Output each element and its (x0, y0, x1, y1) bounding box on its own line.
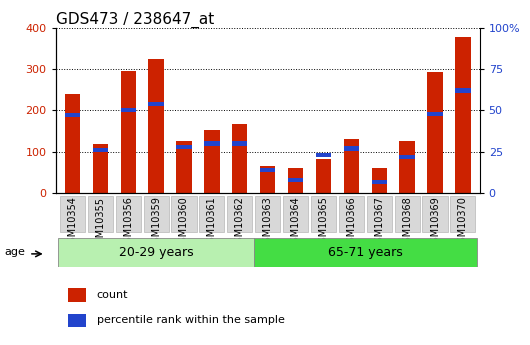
Bar (204, 141, 219, 146)
Text: GSM10370: GSM10370 (458, 197, 468, 249)
Bar (68, 314, 86, 327)
Bar (93, 148, 108, 152)
Text: GSM10360: GSM10360 (179, 197, 189, 249)
FancyBboxPatch shape (339, 196, 364, 232)
FancyBboxPatch shape (227, 196, 252, 232)
Bar (427, 72, 443, 193)
Text: GSM10368: GSM10368 (402, 197, 412, 249)
FancyBboxPatch shape (58, 238, 254, 267)
Bar (455, 37, 471, 193)
Bar (204, 130, 219, 193)
Bar (120, 71, 136, 193)
Text: GSM10355: GSM10355 (95, 197, 105, 249)
Text: GDS473 / 238647_at: GDS473 / 238647_at (56, 11, 214, 28)
Text: GSM10369: GSM10369 (430, 197, 440, 249)
Bar (120, 108, 136, 112)
Text: GSM10362: GSM10362 (235, 197, 245, 249)
FancyBboxPatch shape (88, 196, 113, 232)
Bar (316, 153, 331, 157)
Bar (288, 168, 303, 193)
Text: 65-71 years: 65-71 years (328, 246, 403, 259)
Bar (65, 113, 80, 117)
Text: percentile rank within the sample: percentile rank within the sample (97, 315, 285, 325)
Bar (400, 141, 415, 193)
Bar (260, 166, 275, 193)
FancyBboxPatch shape (254, 238, 477, 267)
Bar (400, 155, 415, 159)
FancyBboxPatch shape (283, 196, 308, 232)
FancyBboxPatch shape (144, 196, 169, 232)
Bar (232, 141, 248, 146)
Bar (427, 112, 443, 116)
FancyBboxPatch shape (199, 196, 224, 232)
Text: age: age (4, 247, 25, 257)
Bar (260, 168, 275, 172)
Bar (176, 145, 192, 149)
Bar (372, 168, 387, 193)
Text: GSM10365: GSM10365 (319, 197, 329, 249)
Text: 20-29 years: 20-29 years (119, 246, 193, 259)
Bar (176, 141, 192, 193)
Bar (148, 59, 164, 193)
Text: count: count (97, 290, 128, 300)
FancyBboxPatch shape (116, 196, 141, 232)
Bar (343, 146, 359, 150)
Text: GSM10364: GSM10364 (290, 197, 301, 249)
FancyBboxPatch shape (255, 196, 280, 232)
FancyBboxPatch shape (422, 196, 447, 232)
Bar (288, 178, 303, 182)
Text: GSM10356: GSM10356 (123, 197, 133, 249)
FancyBboxPatch shape (171, 196, 197, 232)
Bar (455, 88, 471, 92)
Text: GSM10354: GSM10354 (67, 197, 77, 249)
FancyBboxPatch shape (311, 196, 336, 232)
Text: GSM10363: GSM10363 (263, 197, 272, 249)
Text: GSM10366: GSM10366 (346, 197, 356, 249)
Bar (93, 144, 108, 193)
Text: GSM10361: GSM10361 (207, 197, 217, 249)
FancyBboxPatch shape (394, 196, 420, 232)
Bar (65, 94, 80, 193)
Text: GSM10367: GSM10367 (374, 197, 384, 249)
Bar (232, 124, 248, 193)
FancyBboxPatch shape (367, 196, 392, 232)
Bar (372, 179, 387, 184)
FancyBboxPatch shape (450, 196, 475, 232)
Bar (316, 159, 331, 193)
Text: GSM10359: GSM10359 (151, 197, 161, 249)
FancyBboxPatch shape (60, 196, 85, 232)
Bar (68, 288, 86, 302)
Bar (343, 139, 359, 193)
Bar (148, 102, 164, 106)
